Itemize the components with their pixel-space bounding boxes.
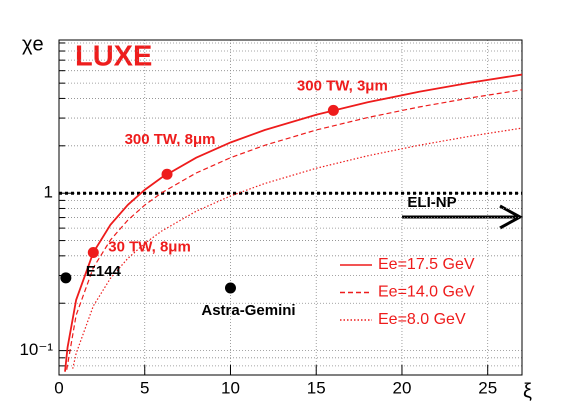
arrow-head xyxy=(499,204,524,230)
legend-label: Ee=8.0 GeV xyxy=(378,311,466,328)
point xyxy=(161,168,173,180)
legend-label: Ee=17.5 GeV xyxy=(378,256,475,273)
x-tick-label: 10 xyxy=(221,378,240,397)
x-tick-label: 20 xyxy=(393,378,412,397)
point-label: Astra-Gemini xyxy=(201,302,295,319)
point-label: 30 TW, 8μm xyxy=(108,238,191,255)
eli-arrow xyxy=(402,204,524,230)
reference-label: ELI-NP xyxy=(407,194,456,211)
x-tick-label: 5 xyxy=(140,378,149,397)
point xyxy=(327,104,339,116)
plot-frame xyxy=(58,39,523,376)
x-tick-label: 0 xyxy=(54,378,63,397)
legend-label: Ee=14.0 GeV xyxy=(378,284,475,301)
series-line xyxy=(72,127,523,369)
point xyxy=(224,282,236,294)
x-tick-label: 15 xyxy=(307,378,326,397)
y-axis-label: χe xyxy=(22,33,44,55)
x-tick-label: 25 xyxy=(478,378,497,397)
point-label: 300 TW, 8μm xyxy=(125,131,216,148)
y-tick-label: 10⁻¹ xyxy=(19,340,53,359)
series-line xyxy=(66,89,523,370)
series-line xyxy=(64,73,523,372)
y-tick-label: 1 xyxy=(44,183,53,202)
point xyxy=(60,272,72,284)
x-axis-label: ξ xyxy=(523,380,532,402)
point-label: 300 TW, 3μm xyxy=(297,77,388,94)
point xyxy=(87,247,99,259)
point-label: E144 xyxy=(86,263,122,280)
chart-title: LUXE xyxy=(75,41,152,73)
